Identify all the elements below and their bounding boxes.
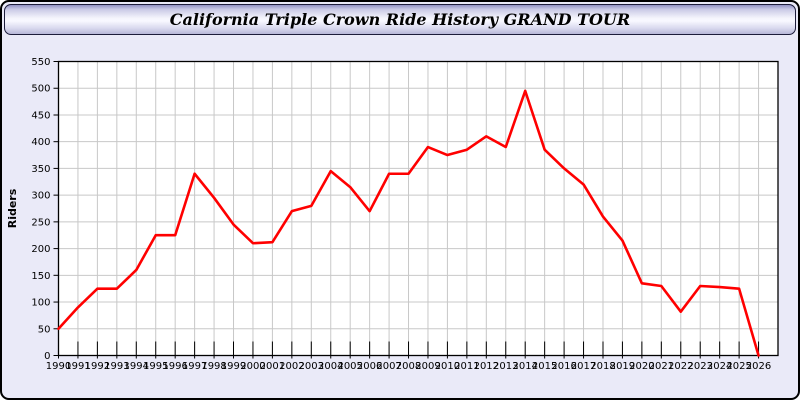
x-tick-label: 1996 bbox=[162, 361, 187, 372]
x-tick-label: 2022 bbox=[668, 361, 693, 372]
y-tick-label: 450 bbox=[31, 110, 50, 121]
x-tick-label: 2006 bbox=[357, 361, 382, 372]
x-tick-label: 2019 bbox=[610, 361, 635, 372]
y-tick-label: 50 bbox=[38, 324, 51, 335]
x-tick-label: 1995 bbox=[143, 361, 168, 372]
x-tick-label: 2008 bbox=[396, 361, 421, 372]
data-line-riders bbox=[57, 89, 760, 357]
y-tick-label: 150 bbox=[31, 271, 50, 282]
x-tick-label: 2021 bbox=[649, 361, 674, 372]
ride-history-chart: 0501001502002503003504004505005501990199… bbox=[6, 57, 779, 372]
y-tick-label: 0 bbox=[44, 351, 50, 362]
x-tick-label: 1994 bbox=[124, 361, 149, 372]
x-tick-label: 2005 bbox=[337, 361, 362, 372]
x-tick-label: 1998 bbox=[201, 361, 226, 372]
x-tick-label: 1992 bbox=[85, 361, 110, 372]
y-tick-label: 350 bbox=[31, 164, 50, 175]
x-tick-label: 2018 bbox=[590, 361, 615, 372]
x-tick-label: 2025 bbox=[726, 361, 751, 372]
x-tick-label: 1999 bbox=[221, 361, 246, 372]
x-tick-label: 2011 bbox=[454, 361, 479, 372]
x-tick-label: 2004 bbox=[318, 361, 343, 372]
plot-border bbox=[57, 60, 779, 357]
x-tick-label: 2012 bbox=[474, 361, 499, 372]
x-tick-label: 2007 bbox=[376, 361, 401, 372]
y-tick-label: 250 bbox=[31, 217, 50, 228]
x-tick-label: 2003 bbox=[299, 361, 324, 372]
x-tick-label: 1990 bbox=[46, 361, 71, 372]
x-tick-label: 2016 bbox=[551, 361, 576, 372]
title-bar: California Triple Crown Ride History GRA… bbox=[4, 4, 796, 35]
x-tick-label: 2002 bbox=[279, 361, 304, 372]
x-tick-label: 1991 bbox=[65, 361, 90, 372]
x-tick-label: 2026 bbox=[746, 361, 771, 372]
x-tick-label: 1997 bbox=[182, 361, 207, 372]
y-tick-label: 550 bbox=[31, 57, 50, 68]
x-tick-label: 2001 bbox=[260, 361, 285, 372]
x-tick-label: 2000 bbox=[240, 361, 265, 372]
y-tick-label: 500 bbox=[31, 84, 50, 95]
x-tick-label: 2017 bbox=[571, 361, 596, 372]
x-tick-label: 2024 bbox=[707, 361, 732, 372]
y-tick-label: 100 bbox=[31, 298, 50, 309]
x-tick-label: 2010 bbox=[435, 361, 460, 372]
x-tick-label: 2020 bbox=[629, 361, 654, 372]
x-tick-label: 2009 bbox=[415, 361, 440, 372]
x-tick-label: 1993 bbox=[104, 361, 129, 372]
y-tick-label: 200 bbox=[31, 244, 50, 255]
chart-title: California Triple Crown Ride History GRA… bbox=[169, 10, 631, 29]
y-tick-label: 300 bbox=[31, 191, 50, 202]
y-axis-ticks bbox=[53, 61, 59, 356]
y-tick-label: 400 bbox=[31, 137, 50, 148]
plot-area bbox=[58, 61, 778, 356]
x-tick-label: 2015 bbox=[532, 361, 557, 372]
gridlines bbox=[58, 61, 778, 356]
x-tick-label: 2014 bbox=[512, 361, 537, 372]
x-tick-label: 2023 bbox=[687, 361, 712, 372]
x-tick-label: 2013 bbox=[493, 361, 518, 372]
y-axis-title: Riders bbox=[6, 188, 19, 228]
